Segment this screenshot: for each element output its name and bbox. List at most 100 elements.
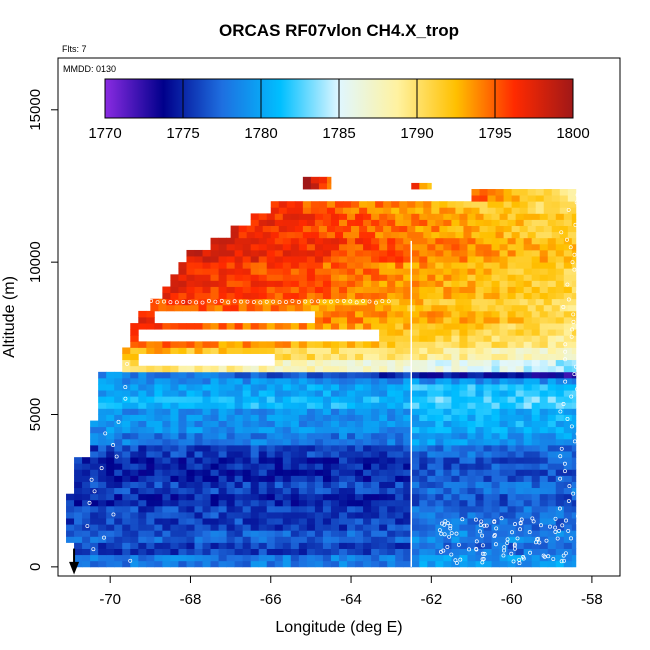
heatmap-cell [250, 323, 260, 330]
heatmap-cell [210, 554, 219, 562]
heatmap-cell [403, 249, 412, 257]
heatmap-cell [395, 249, 404, 257]
heatmap-cell [234, 286, 244, 294]
heatmap-cell [138, 469, 147, 476]
heatmap-cell [194, 286, 203, 294]
heatmap-cell [563, 518, 573, 525]
sample-point [439, 531, 444, 536]
heatmap-cell [459, 438, 468, 446]
heatmap-cell [242, 499, 252, 507]
heatmap-cell [222, 304, 232, 312]
sample-point [239, 299, 244, 304]
heatmap-cell [411, 451, 420, 458]
heatmap-cell [379, 286, 388, 294]
heatmap-cell [343, 231, 352, 239]
heatmap-cell [314, 444, 324, 452]
heatmap-cell [363, 457, 372, 464]
heatmap-cell [503, 304, 513, 312]
heatmap-cell [242, 493, 252, 501]
heatmap-cell [483, 554, 492, 562]
heatmap-cell [98, 420, 107, 428]
heatmap-cell [443, 317, 452, 324]
sample-point [555, 536, 560, 541]
heatmap-cell [555, 457, 565, 464]
heatmap-cell [114, 457, 123, 464]
heatmap-cell [379, 310, 388, 318]
heatmap-cell [539, 518, 549, 525]
sample-point [149, 298, 154, 303]
heatmap-cell [318, 207, 328, 214]
heatmap-cell [523, 463, 533, 470]
heatmap-cell [427, 286, 436, 294]
heatmap-cell [547, 213, 557, 220]
heatmap-cell [290, 444, 300, 452]
heatmap-cell [306, 286, 316, 294]
heatmap-cell [194, 469, 203, 476]
heatmap-cell [467, 213, 476, 220]
heatmap-cell [270, 304, 280, 312]
heatmap-cell [539, 402, 549, 409]
heatmap-cell [459, 219, 468, 226]
sample-point [566, 207, 571, 212]
heatmap-cell [439, 304, 448, 312]
heatmap-cell [411, 518, 420, 525]
heatmap-cell [559, 225, 569, 233]
heatmap-cell [347, 512, 356, 519]
heatmap-cell [451, 402, 460, 409]
heatmap-cell [226, 499, 236, 507]
heatmap-cell [563, 426, 573, 434]
heatmap-cell [363, 359, 372, 367]
heatmap-cell [138, 347, 147, 354]
heatmap-cell [495, 201, 504, 208]
heatmap-cell [503, 189, 513, 196]
heatmap-cell [515, 420, 525, 428]
heatmap-cell [314, 323, 324, 330]
heatmap-cell [339, 390, 348, 397]
heatmap-cell [435, 262, 444, 269]
heatmap-cell [379, 237, 388, 245]
heatmap-cell [515, 396, 525, 403]
heatmap-cell [563, 444, 573, 452]
heatmap-cell [242, 377, 252, 385]
heatmap-cell [347, 256, 356, 263]
heatmap-cell [250, 274, 260, 281]
heatmap-cell [511, 195, 521, 202]
heatmap-cell [82, 518, 91, 525]
heatmap-cell [539, 286, 549, 294]
heatmap-cell [234, 426, 244, 434]
heatmap-cell [427, 310, 436, 318]
heatmap-cell [330, 426, 340, 434]
heatmap-cell [302, 304, 312, 312]
heatmap-cell [439, 201, 448, 208]
heatmap-cell [571, 353, 577, 361]
heatmap-cell [403, 317, 412, 324]
heatmap-cell [258, 237, 268, 245]
heatmap-cell [411, 292, 420, 300]
heatmap-cell [375, 201, 384, 208]
heatmap-cell [435, 469, 444, 476]
heatmap-cell [555, 548, 565, 556]
heatmap-cell [571, 420, 577, 428]
heatmap-cell [322, 493, 332, 501]
heatmap-cell [515, 274, 525, 281]
heatmap-cell [154, 505, 163, 513]
heatmap-cell [499, 463, 508, 470]
heatmap-cell [555, 493, 565, 501]
heatmap-cell [202, 426, 211, 434]
heatmap-cell [459, 475, 468, 482]
heatmap-cell [347, 359, 356, 367]
heatmap-cell [266, 463, 276, 470]
heatmap-cell [383, 207, 392, 214]
heatmap-cell [154, 347, 163, 354]
heatmap-cell [90, 560, 99, 568]
heatmap-cell [218, 323, 227, 330]
heatmap-cell [170, 560, 179, 568]
heatmap-cell [154, 371, 163, 379]
heatmap-cell [551, 304, 561, 312]
heatmap-cell [306, 505, 316, 513]
heatmap-cell [154, 432, 163, 440]
heatmap-cell [415, 225, 424, 233]
heatmap-cell [146, 347, 155, 354]
heatmap-cell [218, 475, 227, 482]
heatmap-cell [395, 402, 404, 409]
